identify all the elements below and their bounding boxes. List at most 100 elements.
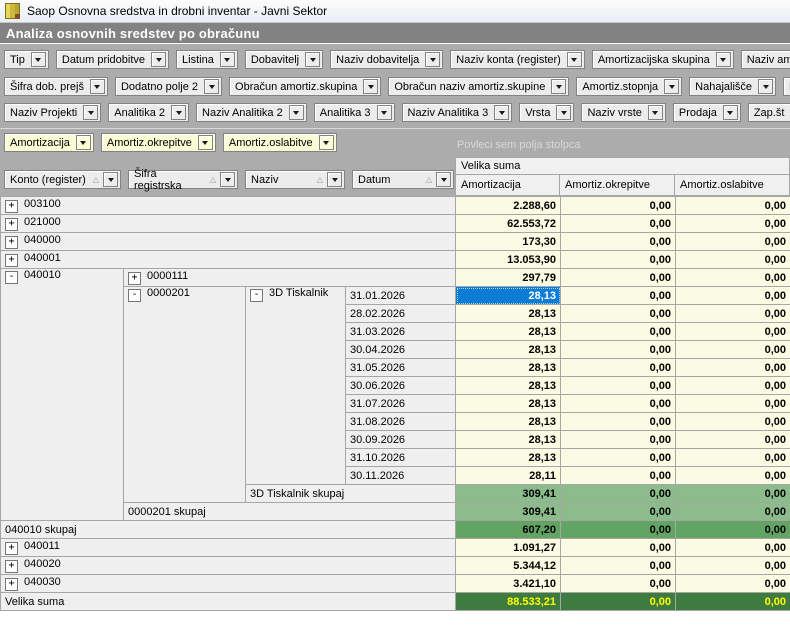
filter-field-naziv-nahajalisca[interactable]: Naziv n xyxy=(783,77,790,96)
collapse-icon[interactable]: - xyxy=(250,289,263,302)
date-cell[interactable]: 31.08.2026 xyxy=(346,413,456,431)
expand-icon[interactable]: + xyxy=(5,236,18,249)
amount-cell[interactable]: 0,00 xyxy=(676,233,790,251)
sort-ascending-icon[interactable]: △ xyxy=(210,175,216,184)
date-cell[interactable]: 31.03.2026 xyxy=(346,323,456,341)
amount-cell[interactable]: 0,00 xyxy=(561,575,676,593)
sifra-group-cell[interactable]: -0000201 xyxy=(124,287,246,503)
chevron-down-icon[interactable] xyxy=(723,105,738,120)
filter-field-naziv-projekti[interactable]: Naziv Projekti xyxy=(4,103,101,122)
chevron-down-icon[interactable] xyxy=(198,135,213,150)
amount-cell[interactable]: 0,00 xyxy=(676,467,790,485)
filter-field-naziv-konta[interactable]: Naziv konta (register) xyxy=(450,50,585,69)
date-cell[interactable]: 31.01.2026 xyxy=(346,287,456,305)
chevron-down-icon[interactable] xyxy=(305,52,320,67)
subtotal-amount-cell[interactable]: 607,20 xyxy=(456,521,561,539)
amount-cell[interactable]: 0,00 xyxy=(676,323,790,341)
amount-cell[interactable]: 28,13 xyxy=(456,413,561,431)
amount-cell[interactable]: 0,00 xyxy=(676,413,790,431)
filter-field-analitika-3[interactable]: Analitika 3 xyxy=(314,103,395,122)
amount-cell[interactable]: 0,00 xyxy=(561,305,676,323)
subtotal-label-cell[interactable]: 0000201 skupaj xyxy=(124,503,456,521)
column-header-amortiz-oslabitve[interactable]: Amortiz.oslabitve xyxy=(675,175,790,196)
date-cell[interactable]: 30.06.2026 xyxy=(346,377,456,395)
naziv-group-cell[interactable]: -3D Tiskalnik xyxy=(246,287,346,485)
collapse-icon[interactable]: - xyxy=(128,289,141,302)
date-cell[interactable]: 28.02.2026 xyxy=(346,305,456,323)
amount-cell[interactable]: 1.091,27 xyxy=(456,539,561,557)
column-header-amortizacija[interactable]: Amortizacija xyxy=(455,175,560,196)
amount-cell[interactable]: 28,13 xyxy=(456,305,561,323)
row-field-naziv[interactable]: Naziv△ xyxy=(245,170,345,189)
chevron-down-icon[interactable] xyxy=(289,105,304,120)
amount-cell[interactable]: 0,00 xyxy=(676,197,790,215)
amount-cell[interactable]: 28,11 xyxy=(456,467,561,485)
filter-field-sifra-dob-prejs[interactable]: Šifra dob. prejš xyxy=(4,77,108,96)
sort-ascending-icon[interactable]: △ xyxy=(426,175,432,184)
sort-ascending-icon[interactable]: △ xyxy=(93,175,99,184)
chevron-down-icon[interactable] xyxy=(556,105,571,120)
filter-field-nahajalisce[interactable]: Nahajališče xyxy=(689,77,776,96)
chevron-down-icon[interactable] xyxy=(648,105,663,120)
chevron-down-icon[interactable] xyxy=(220,172,235,187)
amount-cell[interactable]: 0,00 xyxy=(561,269,676,287)
amount-cell[interactable]: 0,00 xyxy=(676,359,790,377)
chevron-down-icon[interactable] xyxy=(494,105,509,120)
chevron-down-icon[interactable] xyxy=(436,172,451,187)
amount-cell[interactable]: 0,00 xyxy=(676,305,790,323)
amount-cell[interactable]: 0,00 xyxy=(561,557,676,575)
chevron-down-icon[interactable] xyxy=(327,172,342,187)
konto-group-cell[interactable]: +040020 xyxy=(1,557,456,575)
chevron-down-icon[interactable] xyxy=(220,52,235,67)
amount-cell[interactable]: 0,00 xyxy=(561,539,676,557)
amount-cell[interactable]: 0,00 xyxy=(561,287,676,305)
chevron-down-icon[interactable] xyxy=(567,52,582,67)
amount-cell[interactable]: 0,00 xyxy=(676,341,790,359)
chevron-down-icon[interactable] xyxy=(103,172,118,187)
chevron-down-icon[interactable] xyxy=(171,105,186,120)
filter-field-naziv-dobavitelja[interactable]: Naziv dobavitelja xyxy=(330,50,443,69)
amount-cell[interactable]: 0,00 xyxy=(676,575,790,593)
filter-field-dodatno-polje-2[interactable]: Dodatno polje 2 xyxy=(115,77,222,96)
grand-total-amount-cell[interactable]: 88.533,21 xyxy=(456,593,561,611)
filter-field-prodaja[interactable]: Prodaja xyxy=(673,103,741,122)
expand-icon[interactable]: + xyxy=(128,272,141,285)
filter-field-dobavitelj[interactable]: Dobavitelj xyxy=(245,50,323,69)
amount-cell[interactable]: 5.344,12 xyxy=(456,557,561,575)
grand-total-amount-cell[interactable]: 0,00 xyxy=(676,593,790,611)
filter-field-naziv-vrste[interactable]: Naziv vrste xyxy=(581,103,665,122)
konto-group-cell[interactable]: +040030 xyxy=(1,575,456,593)
amount-cell[interactable]: 28,13 xyxy=(456,341,561,359)
selected-amount-cell[interactable]: 28,13 xyxy=(456,287,561,305)
chevron-down-icon[interactable] xyxy=(319,135,334,150)
expand-icon[interactable]: + xyxy=(5,200,18,213)
amount-cell[interactable]: 0,00 xyxy=(676,395,790,413)
filter-field-amortizacijska-skupina[interactable]: Amortizacijska skupina xyxy=(592,50,734,69)
sort-ascending-icon[interactable]: △ xyxy=(317,175,323,184)
row-field-sifra-registrska[interactable]: Šifra registrska△ xyxy=(128,170,238,189)
expand-icon[interactable]: + xyxy=(5,254,18,267)
subtotal-amount-cell[interactable]: 0,00 xyxy=(561,503,676,521)
subtotal-amount-cell[interactable]: 309,41 xyxy=(456,485,561,503)
filter-field-datum-pridobitve[interactable]: Datum pridobitve xyxy=(56,50,169,69)
amount-cell[interactable]: 0,00 xyxy=(561,251,676,269)
amount-cell[interactable]: 0,00 xyxy=(676,539,790,557)
amount-cell[interactable]: 0,00 xyxy=(561,215,676,233)
amount-cell[interactable]: 0,00 xyxy=(561,323,676,341)
chevron-down-icon[interactable] xyxy=(151,52,166,67)
filter-field-listina[interactable]: Listina xyxy=(176,50,238,69)
amount-cell[interactable]: 0,00 xyxy=(561,359,676,377)
chevron-down-icon[interactable] xyxy=(716,52,731,67)
amount-cell[interactable]: 0,00 xyxy=(561,431,676,449)
chevron-down-icon[interactable] xyxy=(204,79,219,94)
amount-cell[interactable]: 0,00 xyxy=(676,287,790,305)
konto-group-cell[interactable]: -040010 xyxy=(1,269,124,521)
expand-icon[interactable]: + xyxy=(5,560,18,573)
filter-field-analitika-2[interactable]: Analitika 2 xyxy=(108,103,189,122)
data-field-amortizacija[interactable]: Amortizacija xyxy=(4,133,94,152)
subtotal-amount-cell[interactable]: 309,41 xyxy=(456,503,561,521)
chevron-down-icon[interactable] xyxy=(31,52,46,67)
date-cell[interactable]: 30.04.2026 xyxy=(346,341,456,359)
chevron-down-icon[interactable] xyxy=(758,79,773,94)
date-cell[interactable]: 31.05.2026 xyxy=(346,359,456,377)
